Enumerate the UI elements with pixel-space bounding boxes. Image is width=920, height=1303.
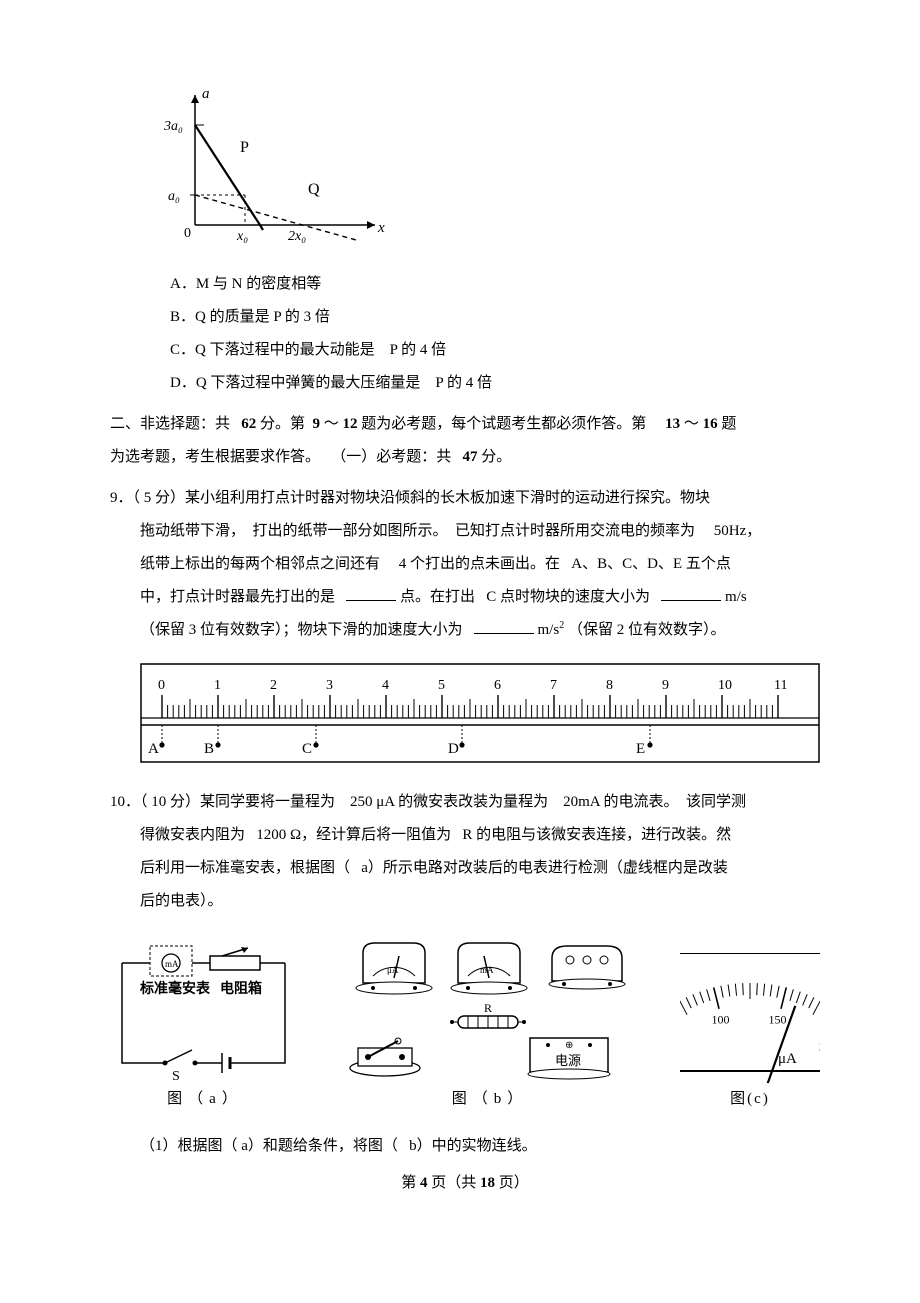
svg-text:C: C [302, 741, 312, 757]
figure-b-label: 图（b） [452, 1083, 529, 1116]
switch-label: S [172, 1069, 180, 1083]
option-c: C．Q 下落过程中的最大动能是 P 的 4 倍 [170, 334, 820, 367]
svg-text:电源: 电源 [555, 1053, 581, 1068]
question-9-body: 拖动纸带下滑， 打出的纸带一部分如图所示。 已知打点计时器所用交流电的频率为 5… [110, 515, 820, 647]
section-2-header: 二、非选择题：共 62 分。第 9 ～ 12 题为必考题，每个试题考生都必须作答… [110, 408, 820, 441]
question-9: 9．（ 5 分）某小组利用打点计时器对物块沿倾斜的长木板加速下滑时的运动进行探究… [110, 482, 820, 515]
blank-first-point [346, 585, 396, 601]
figure-b: μA mA [340, 938, 640, 1116]
svg-text:6: 6 [494, 678, 501, 693]
figure-a-label: 图（a） [167, 1083, 243, 1116]
meter-label: mA [165, 959, 179, 969]
figure-a: mA 标准毫安表 电阻箱 S 图（a） [110, 938, 300, 1116]
svg-text:E: E [636, 741, 645, 757]
svg-text:0: 0 [158, 678, 165, 693]
blank-acceleration [474, 618, 534, 634]
svg-text:⊕: ⊕ [565, 1040, 573, 1051]
y-axis-label: a [202, 86, 210, 102]
svg-text:3: 3 [326, 678, 333, 693]
section-2-line2: 为选考题，考生根据要求作答。 （一）必考题：共 47 分。 [110, 441, 820, 474]
svg-text:mA: mA [480, 965, 494, 975]
dial-unit: μA [778, 1051, 797, 1067]
svg-text:x₀: x₀ [236, 229, 248, 244]
svg-text:D: D [448, 741, 459, 757]
paper-tape-figure: 0 1 2 3 4 5 6 7 8 9 10 11 A B C D E [140, 663, 790, 776]
label-Q: Q [308, 181, 320, 198]
svg-text:150: 150 [769, 1013, 787, 1027]
svg-text:4: 4 [382, 678, 389, 693]
svg-text:B: B [204, 741, 214, 757]
figure-c: 050100150200250 μA 图(c) [680, 953, 820, 1116]
svg-text:7: 7 [550, 678, 557, 693]
svg-text:5: 5 [438, 678, 445, 693]
option-d-pre: D．Q 下落过程中弹簧的最大压缩量是 [170, 375, 420, 391]
option-d-post: P 的 4 倍 [435, 375, 492, 391]
svg-text:2x₀: 2x₀ [288, 229, 306, 244]
question-10-body: 得微安表内阻为 1200 Ω，经计算后将一阻值为 R 的电阻与该微安表连接，进行… [110, 819, 820, 918]
origin-label: 0 [184, 226, 191, 241]
figures-row: mA 标准毫安表 电阻箱 S 图（a） [110, 938, 820, 1116]
svg-text:R: R [484, 1001, 492, 1015]
svg-text:10: 10 [718, 678, 732, 693]
svg-text:9: 9 [662, 678, 669, 693]
question-10-sub1: （1）根据图（ a）和题给条件，将图（ b）中的实物连线。 [110, 1130, 820, 1163]
svg-text:11: 11 [774, 678, 787, 693]
svg-text:1: 1 [214, 678, 221, 693]
x-axis-label: x [377, 220, 385, 236]
figure-c-label: 图(c) [730, 1083, 770, 1116]
option-c-pre: C．Q 下落过程中的最大动能是 [170, 342, 375, 358]
svg-text:3a₀: 3a₀ [163, 119, 183, 134]
svg-text:a₀: a₀ [168, 189, 180, 204]
svg-text:2: 2 [270, 678, 277, 693]
option-a: A．M 与 N 的密度相等 [170, 268, 820, 301]
question-10: 10．（ 10 分）某同学要将一量程为 250 μA 的微安表改装为量程为 20… [110, 786, 820, 819]
label-P: P [240, 139, 249, 156]
svg-text:100: 100 [711, 1013, 729, 1027]
svg-text:A: A [148, 741, 159, 757]
graph-a-vs-x: a x 0 3a₀ a₀ x₀ 2x₀ P Q [160, 80, 820, 258]
svg-text:200: 200 [819, 1039, 820, 1053]
blank-velocity [661, 585, 721, 601]
option-d: D．Q 下落过程中弹簧的最大压缩量是 P 的 4 倍 [170, 367, 820, 400]
svg-text:μA: μA [387, 965, 399, 975]
svg-text:8: 8 [606, 678, 613, 693]
option-c-post: P 的 4 倍 [390, 342, 447, 358]
rbox-label: 电阻箱 [220, 980, 262, 997]
page-footer: 第 4 页（共 18 页） [110, 1167, 820, 1200]
option-b: B．Q 的质量是 P 的 3 倍 [170, 301, 820, 334]
std-ma-label: 标准毫安表 [139, 980, 211, 997]
